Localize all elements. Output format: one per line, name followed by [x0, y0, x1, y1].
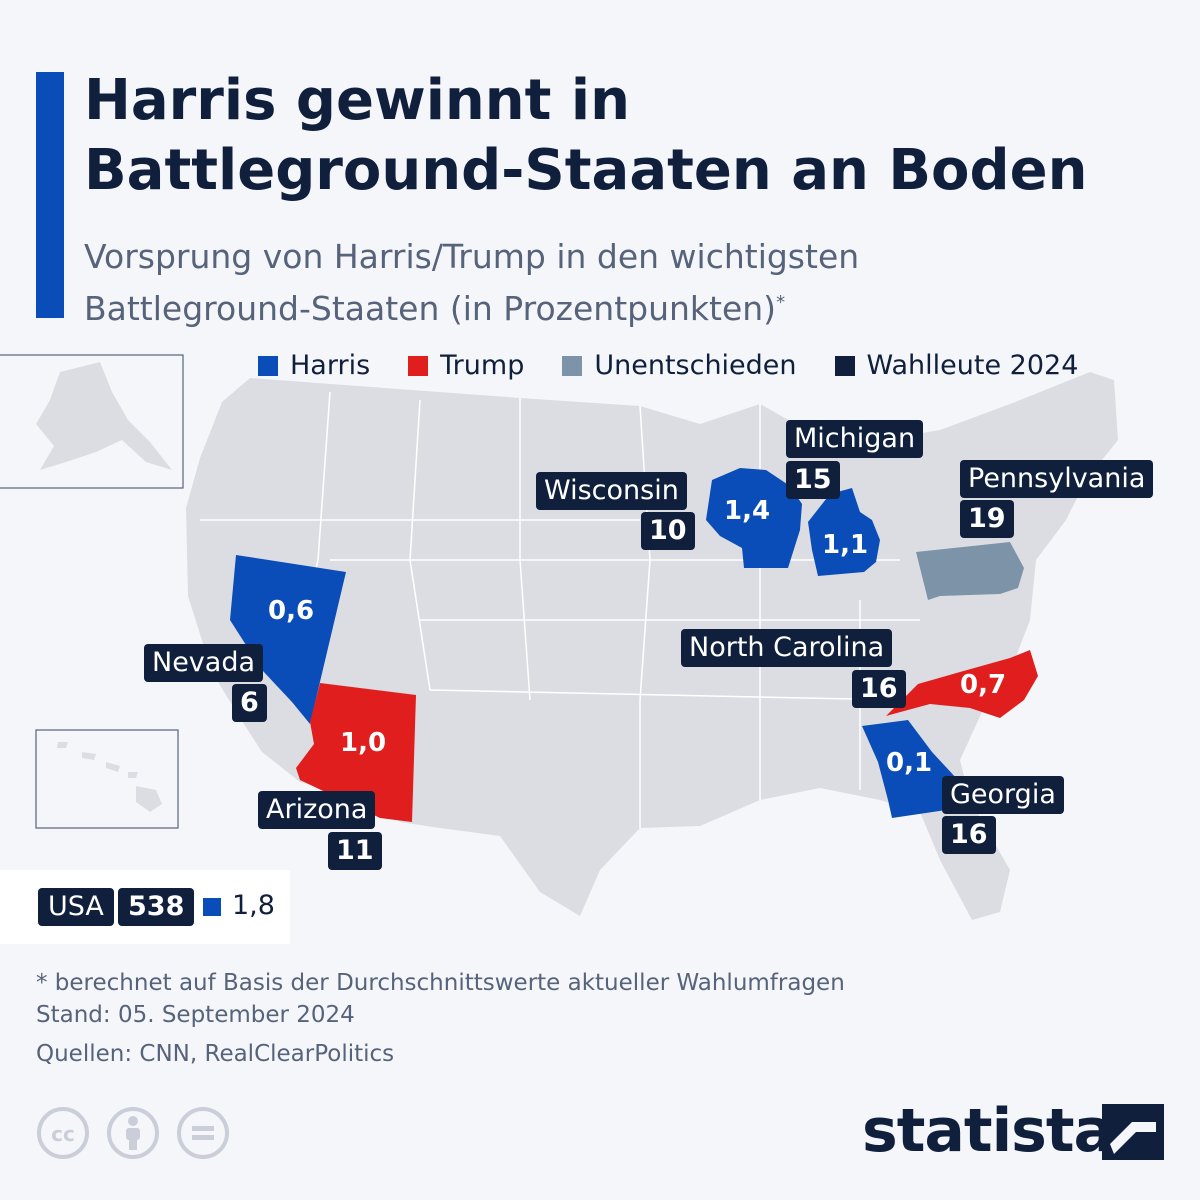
wisconsin-name-label: Wisconsin — [536, 472, 687, 510]
cc-icon[interactable]: cc — [36, 1106, 90, 1160]
attribution-icon[interactable] — [106, 1106, 160, 1160]
wisconsin-lead-value: 1,4 — [724, 496, 771, 526]
michigan-electors: 15 — [786, 461, 840, 499]
subtitle-footnote-mark: * — [776, 292, 786, 313]
legend-label-undecided: Unentschieden — [594, 350, 797, 381]
alaska-shape — [36, 362, 172, 470]
national-lead-value: 1,8 — [232, 890, 275, 921]
michigan-name-label: Michigan — [786, 420, 924, 458]
north-carolina-lead-value: 0,7 — [960, 670, 1007, 700]
state-michigan — [808, 488, 880, 576]
georgia-lead-value: 0,1 — [886, 748, 933, 778]
chart-title: Harris gewinnt in Battleground-Staaten a… — [84, 66, 1087, 206]
legend-item-electors: Wahlleute 2024 — [834, 350, 1079, 381]
legend-swatch-trump — [408, 355, 429, 376]
subtitle-line-1: Vorsprung von Harris/Trump in den wichti… — [84, 237, 860, 276]
subtitle-line-2: Battleground-Staaten (in Prozentpunkten) — [84, 289, 777, 328]
state-borders — [200, 391, 920, 828]
svg-text:cc: cc — [51, 1122, 75, 1146]
michigan-lead-value: 1,1 — [822, 530, 869, 560]
legend-label-electors: Wahlleute 2024 — [866, 350, 1079, 381]
legend-item-harris: Harris — [258, 350, 370, 381]
arizona-electors: 11 — [328, 832, 382, 870]
license-icons: cc — [36, 1106, 230, 1160]
statista-logo[interactable]: statista — [862, 1096, 1114, 1166]
state-arizona — [296, 683, 416, 822]
pennsylvania-name-label: Pennsylvania — [960, 460, 1154, 498]
pennsylvania-electors: 19 — [960, 500, 1014, 538]
legend-item-undecided: Unentschieden — [562, 350, 797, 381]
title-line-2: Battleground-Staaten an Boden — [84, 138, 1088, 203]
date-note: Stand: 05. September 2024 — [36, 1002, 355, 1028]
north-carolina-electors: 16 — [852, 670, 906, 708]
nevada-electors: 6 — [232, 684, 267, 722]
georgia-electors: 16 — [942, 816, 996, 854]
north-carolina-name-label: North Carolina — [681, 629, 893, 667]
national-electors: 538 — [118, 888, 195, 926]
state-north-carolina — [886, 650, 1038, 718]
alaska-inset-frame — [0, 354, 184, 489]
national-swatch — [203, 898, 221, 916]
legend-swatch-harris — [258, 355, 278, 376]
sources-note: Quellen: CNN, RealClearPolitics — [36, 1041, 395, 1067]
georgia-name-label: Georgia — [942, 776, 1064, 814]
statista-logo-icon — [1102, 1104, 1164, 1160]
national-label: USA — [38, 888, 114, 926]
legend-label-trump: Trump — [440, 350, 525, 381]
legend-swatch-electors — [834, 355, 855, 376]
nevada-name-label: Nevada — [144, 644, 264, 682]
chart-subtitle: Vorsprung von Harris/Trump in den wichti… — [84, 234, 859, 332]
title-line-1: Harris gewinnt in — [84, 68, 630, 133]
legend-item-trump: Trump — [408, 350, 524, 381]
no-derivatives-icon[interactable] — [176, 1106, 230, 1160]
footnote: * berechnet auf Basis der Durchschnittsw… — [36, 970, 845, 996]
arizona-name-label: Arizona — [258, 791, 376, 829]
state-nevada — [230, 555, 346, 724]
arizona-lead-value: 1,0 — [340, 728, 387, 758]
state-wisconsin — [706, 468, 802, 568]
legend: Harris Trump Unentschieden Wahlleute 202… — [258, 350, 1078, 381]
nevada-lead-value: 0,6 — [268, 596, 315, 626]
hawaii-inset-frame — [35, 729, 179, 829]
legend-label-harris: Harris — [290, 350, 371, 381]
state-georgia — [862, 720, 958, 818]
hawaii-islands — [57, 742, 162, 812]
legend-swatch-undecided — [562, 355, 583, 376]
wisconsin-electors: 10 — [641, 512, 695, 550]
accent-bar — [36, 72, 64, 318]
state-pennsylvania — [916, 542, 1024, 600]
